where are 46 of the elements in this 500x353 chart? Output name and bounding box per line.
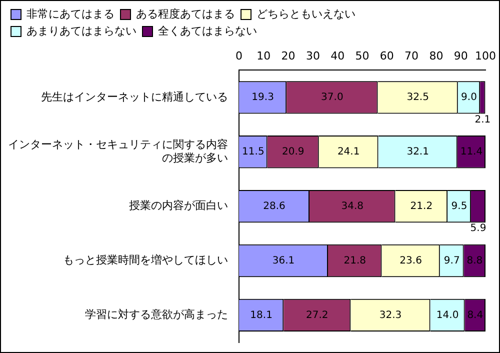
x-tick-label: 80 [429, 49, 444, 62]
legend-label: 全くあてはまらない [158, 24, 257, 38]
y-tick-label: インターネット・セキュリティに関する内容の授業が多い [8, 138, 228, 164]
data-label: 32.5 [406, 92, 429, 104]
data-label: 9.0 [461, 92, 477, 104]
legend-label: 非常にあてはまる [26, 7, 114, 20]
data-label: 8.8 [466, 255, 483, 266]
data-label: 32.3 [379, 310, 402, 321]
data-label: 18.1 [250, 310, 272, 321]
y-tick-label: 授業の内容が面白い [129, 199, 228, 212]
x-tick-label: 40 [330, 49, 345, 62]
data-label: 27.2 [306, 310, 328, 321]
data-label: 24.1 [337, 146, 360, 158]
x-tick-label: 100 [475, 49, 496, 62]
x-tick-label: 30 [306, 49, 320, 62]
data-label: 8.4 [467, 310, 484, 321]
data-label: 14.0 [436, 310, 459, 321]
data-label: 11.5 [242, 146, 264, 158]
data-label: 11.4 [460, 146, 483, 158]
x-tick-label: 60 [380, 49, 394, 62]
y-tick-label: もっと授業時間を増やしてほしい [63, 254, 228, 267]
data-label: 34.8 [341, 200, 364, 212]
x-tick-label: 90 [454, 49, 468, 62]
x-tick-label: 70 [404, 49, 419, 62]
x-tick-label: 0 [236, 49, 242, 62]
data-label: 37.0 [321, 92, 344, 104]
y-tick-label: 学習に対する意欲が高まった [85, 308, 228, 322]
data-label: 28.6 [263, 200, 286, 212]
legend-label: あまりあてはまらない [26, 24, 136, 38]
x-tick-label: 10 [256, 49, 271, 62]
data-label: 2.1 [474, 114, 491, 126]
data-label: 23.6 [400, 255, 422, 266]
legend-label: どちらともいえない [256, 7, 356, 20]
data-label: 9.7 [444, 255, 460, 266]
data-label: 19.3 [252, 92, 274, 104]
x-tick-label: 20 [281, 49, 296, 62]
data-label: 20.9 [282, 146, 304, 158]
y-tick-label: 先生はインターネットに精通している [41, 90, 228, 104]
legend-label: ある程度あてはまる [136, 7, 235, 20]
data-label: 21.2 [410, 200, 433, 212]
data-label: 9.5 [451, 200, 468, 212]
data-label: 5.9 [470, 223, 486, 234]
data-label: 32.1 [406, 146, 429, 158]
data-label: 21.8 [344, 255, 366, 266]
x-tick-label: 50 [355, 49, 370, 62]
data-label: 36.1 [272, 255, 295, 266]
